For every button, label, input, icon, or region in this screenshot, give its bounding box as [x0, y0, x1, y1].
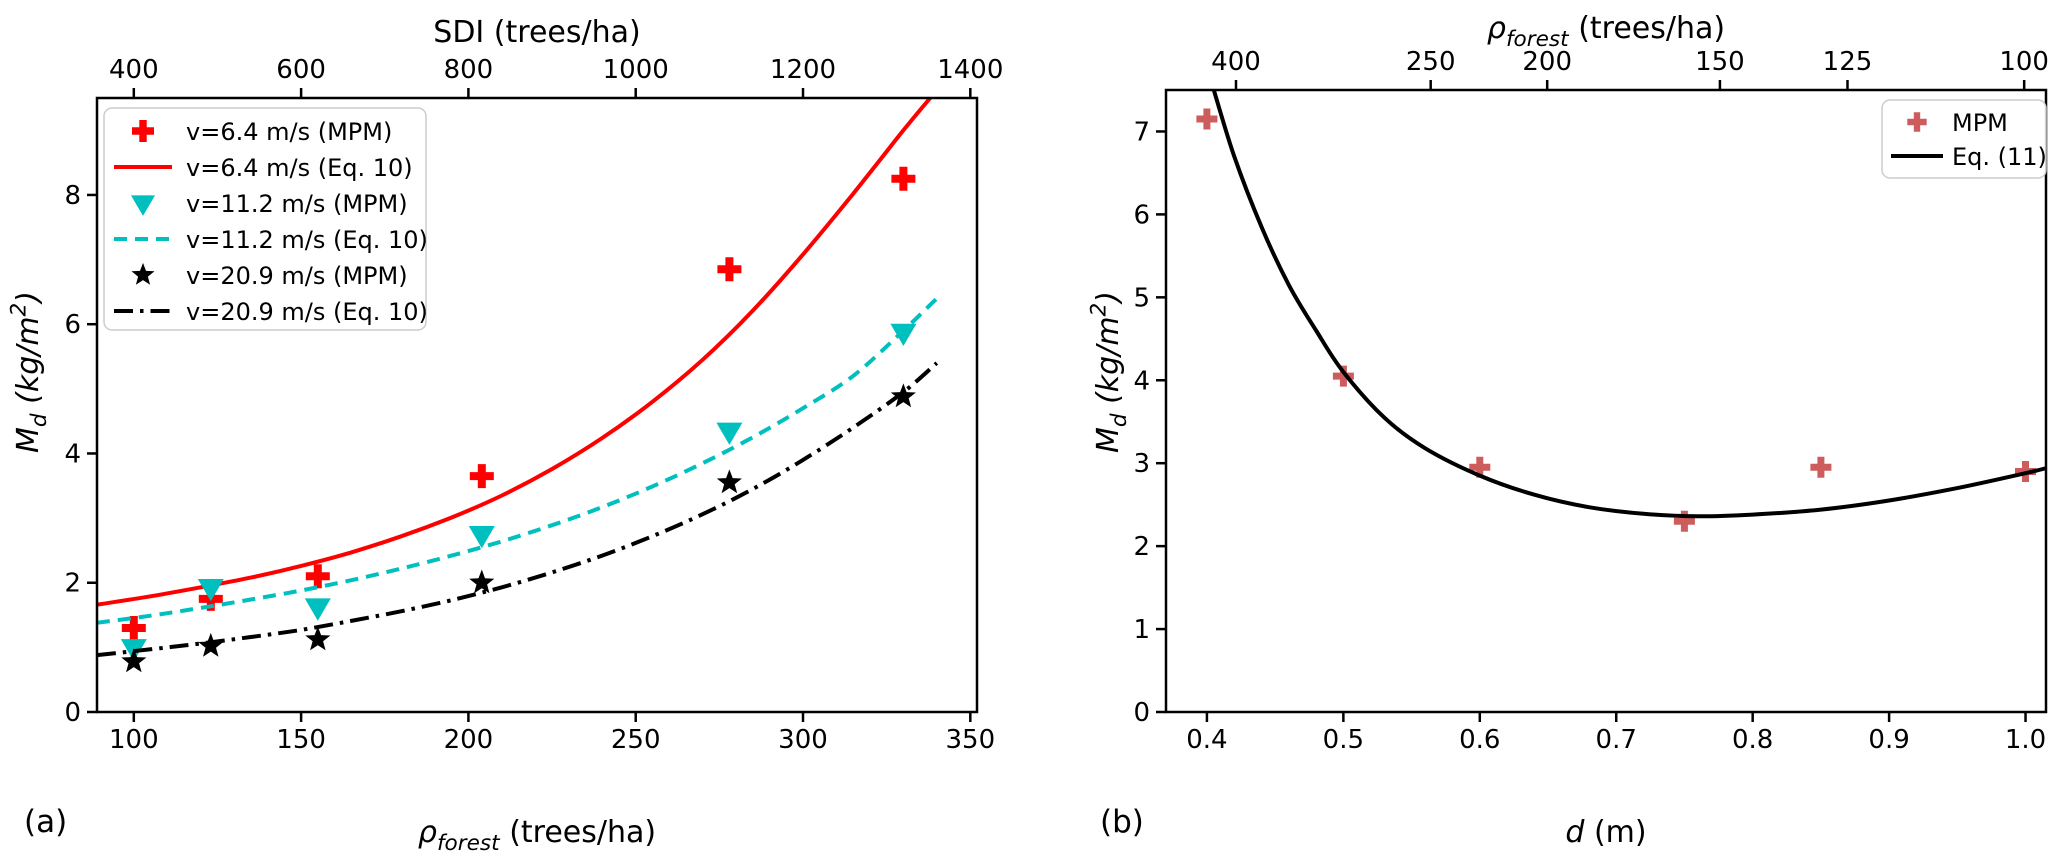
top-tick-label: 200	[1522, 47, 1572, 77]
data-point-marker	[198, 632, 224, 657]
y-tick-label: 2	[64, 569, 81, 599]
x-tick-label: 0.7	[1596, 725, 1637, 755]
y-axis-title: Md (kg/m2)	[6, 291, 51, 453]
x-tick-label: 250	[611, 725, 661, 755]
legend-label: v=11.2 m/s (Eq. 10)	[186, 226, 428, 254]
x-tick-label: 0.5	[1323, 725, 1364, 755]
data-point-marker	[469, 569, 495, 594]
scatter-a-v-20.9-m-s-mpm-	[121, 383, 916, 673]
legend-label: MPM	[1952, 109, 2008, 137]
legend-b: MPM Eq. (11)	[1881, 99, 2047, 179]
legend-marker-sample	[131, 195, 155, 216]
y-tick-label: 5	[1133, 283, 1150, 313]
top-tick-label: 1400	[937, 55, 1003, 85]
data-point-marker	[121, 648, 147, 673]
y-tick-label: 2	[1133, 532, 1150, 562]
data-point-marker	[717, 257, 742, 282]
top-tick-label: 125	[1823, 47, 1873, 77]
x-tick-label: 1.0	[2005, 725, 2046, 755]
curve-a-v-11.2-m-s-eq.-10-	[96, 296, 939, 625]
y-tick-label: 6	[64, 310, 81, 340]
scatter-a-v-11.2-m-s-mpm-	[120, 323, 917, 662]
data-point-marker	[305, 626, 331, 651]
x-tick-label: 0.8	[1732, 725, 1773, 755]
y-tick-label: 1	[1133, 615, 1150, 645]
y-tick-label: 6	[1133, 200, 1150, 230]
x-axis-title: ρforest (trees/ha)	[418, 815, 656, 856]
top-axis-title: ρforest (trees/ha)	[1487, 11, 1725, 52]
legend-label: Eq. (11)	[1952, 143, 2047, 171]
top-tick-label: 1000	[603, 55, 669, 85]
x-tick-label: 0.6	[1459, 725, 1500, 755]
data-point-marker	[1332, 365, 1354, 387]
top-tick-label: 400	[1211, 47, 1261, 77]
curve-a-v-6.4-m-s-eq.-10-	[96, 96, 932, 607]
y-tick-label: 4	[1133, 366, 1150, 396]
legend-label: v=6.4 m/s (MPM)	[186, 118, 392, 146]
data-point-marker	[716, 422, 743, 445]
legend-marker-sample	[132, 120, 154, 142]
top-tick-label: 800	[444, 55, 494, 85]
panel-label-a: (a)	[24, 804, 68, 840]
top-axis-title: SDI (trees/ha)	[433, 15, 640, 50]
data-point-marker	[1673, 510, 1695, 532]
data-point-marker	[121, 616, 146, 640]
top-tick-label: 400	[109, 55, 159, 85]
x-tick-label: 150	[276, 725, 326, 755]
legend-box	[103, 107, 427, 331]
data-point-marker	[1810, 456, 1832, 478]
plot-area-series	[1196, 89, 2047, 532]
y-tick-label: 3	[1133, 449, 1150, 479]
top-tick-label: 1200	[770, 55, 836, 85]
data-point-marker	[468, 526, 495, 549]
x-tick-label: 300	[778, 725, 828, 755]
top-tick-label: 250	[1406, 47, 1456, 77]
x-axis-title: d (m)	[1565, 815, 1646, 850]
panel-a: 100 150 200 250 300 350 400 600 800 1000 1200 1400 0…	[6, 15, 1003, 856]
y-tick-label: 7	[1133, 117, 1150, 147]
panel-label-b: (b)	[1100, 804, 1144, 840]
plot-area-series	[96, 96, 939, 673]
curve-a-v-20.9-m-s-eq.-10-	[96, 361, 939, 658]
legend-label: v=20.9 m/s (MPM)	[186, 262, 408, 290]
x-tick-label: 350	[945, 725, 995, 755]
legend-label: v=20.9 m/s (Eq. 10)	[186, 298, 428, 326]
legend-label: v=6.4 m/s (Eq. 10)	[186, 154, 413, 182]
axes-box	[95, 96, 979, 714]
data-point-marker	[1196, 108, 1218, 130]
data-point-marker	[469, 464, 494, 489]
data-point-marker	[890, 383, 916, 408]
y-axis-title: Md (kg/m2)	[1086, 291, 1131, 453]
y-tick-label: 0	[1133, 698, 1150, 728]
data-point-marker	[716, 469, 742, 494]
top-tick-label: 100	[1999, 47, 2049, 77]
top-tick-label: 600	[276, 55, 326, 85]
x-tick-label: 100	[109, 725, 159, 755]
top-tick-label: 150	[1695, 47, 1745, 77]
legend-marker-sample	[131, 262, 155, 285]
curve-b-eq.-11-	[1211, 89, 2047, 519]
data-point-marker	[890, 323, 917, 346]
data-point-marker	[1469, 456, 1491, 478]
data-point-marker	[305, 564, 330, 589]
x-tick-label: 0.9	[1868, 725, 1909, 755]
legend-label: v=11.2 m/s (MPM)	[186, 190, 408, 218]
y-tick-label: 4	[64, 439, 81, 469]
x-tick-label: 0.4	[1186, 725, 1227, 755]
data-point-marker	[891, 166, 916, 191]
axes-box	[1164, 88, 2048, 714]
y-tick-label: 0	[64, 698, 81, 728]
y-tick-label: 8	[64, 181, 81, 211]
data-point-marker	[304, 598, 331, 621]
legend-marker-sample	[1907, 112, 1927, 132]
x-tick-label: 200	[444, 725, 494, 755]
data-point-marker	[197, 579, 224, 602]
legend-a: v=6.4 m/s (MPM) v=6.4 m/s (Eq. 10) v=11.2 …	[103, 107, 428, 331]
